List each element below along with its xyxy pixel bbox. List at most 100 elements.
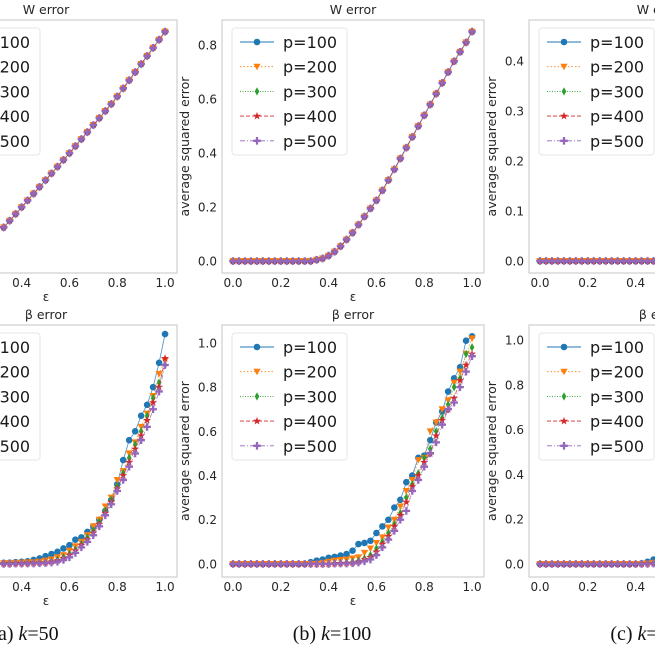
data-point bbox=[54, 548, 61, 556]
data-point bbox=[402, 507, 411, 515]
legend-entry: p=500 bbox=[0, 437, 30, 456]
data-point bbox=[354, 220, 363, 229]
data-point bbox=[83, 128, 92, 136]
data-point bbox=[161, 27, 169, 36]
legend-entry: p=200 bbox=[240, 363, 337, 382]
series-p=500 bbox=[0, 27, 169, 232]
caption-variable: k bbox=[638, 623, 648, 645]
data-point bbox=[60, 545, 67, 552]
x-tick-label: 0.6 bbox=[367, 580, 386, 594]
legend-marker bbox=[254, 392, 260, 401]
x-tick-label: 0.8 bbox=[415, 276, 434, 290]
data-point bbox=[444, 405, 452, 414]
data-point bbox=[462, 367, 470, 376]
y-tick-label: 1.0 bbox=[505, 334, 524, 348]
data-point bbox=[125, 462, 133, 471]
data-point bbox=[161, 354, 170, 362]
data-point bbox=[451, 382, 457, 392]
data-point bbox=[131, 428, 139, 435]
data-point bbox=[343, 550, 350, 558]
data-point bbox=[143, 52, 151, 60]
legend-entry: p=400 bbox=[240, 107, 337, 126]
y-tick-label: 0.6 bbox=[505, 423, 524, 437]
legend-marker bbox=[561, 392, 567, 401]
series-p=500 bbox=[229, 352, 476, 568]
data-point bbox=[438, 406, 446, 413]
data-point bbox=[161, 330, 169, 338]
data-point bbox=[450, 393, 459, 402]
legend-entry: p=400 bbox=[547, 412, 644, 431]
data-point bbox=[366, 555, 375, 564]
legend-box bbox=[231, 27, 348, 156]
data-point bbox=[137, 436, 145, 444]
plot-area bbox=[0, 330, 170, 568]
caption-label: (c) bbox=[610, 623, 637, 645]
x-tick-label: 0.4 bbox=[12, 276, 31, 290]
x-tick-label: 0.8 bbox=[108, 580, 127, 594]
data-point bbox=[384, 524, 392, 532]
data-point bbox=[330, 247, 339, 256]
legend-marker bbox=[560, 442, 568, 450]
data-point bbox=[17, 203, 26, 211]
y-tick-label: 0.4 bbox=[198, 469, 217, 483]
x-tick-label: 0.2 bbox=[578, 580, 597, 594]
x-tick-label: 0.6 bbox=[60, 276, 79, 290]
data-point bbox=[408, 487, 417, 495]
data-point bbox=[355, 540, 362, 548]
legend-marker bbox=[560, 38, 568, 46]
data-point bbox=[391, 504, 398, 511]
y-tick-label: 0.4 bbox=[198, 147, 217, 161]
legend-marker bbox=[560, 343, 568, 351]
data-point bbox=[35, 183, 44, 191]
x-tick-label: 0.6 bbox=[60, 580, 79, 594]
y-tick-label: 0.0 bbox=[198, 557, 217, 571]
x-tick-label: 0.8 bbox=[108, 276, 127, 290]
x-tick-label: 0.0 bbox=[223, 580, 242, 594]
data-point bbox=[113, 476, 121, 484]
data-point bbox=[378, 186, 387, 195]
data-point bbox=[101, 107, 110, 115]
data-point bbox=[342, 235, 351, 244]
legend-label: p=400 bbox=[0, 107, 30, 126]
data-point bbox=[312, 255, 321, 264]
legend-entry: p=300 bbox=[240, 82, 337, 101]
data-point bbox=[137, 60, 145, 68]
legend-box bbox=[538, 332, 655, 461]
subplot-title: W error bbox=[637, 2, 655, 17]
data-point bbox=[403, 478, 410, 486]
data-point bbox=[101, 511, 110, 520]
x-tick-label: 0.2 bbox=[578, 276, 597, 290]
legend-label: p=200 bbox=[590, 363, 644, 382]
subplot-3: W error 0.0 0.2 0.4 0.0 0.1 0.2 0.3 0.4 average s… bbox=[484, 2, 655, 290]
data-point bbox=[432, 419, 440, 427]
data-point bbox=[390, 165, 399, 174]
series-p=500 bbox=[536, 559, 655, 568]
legend-label: p=500 bbox=[590, 132, 644, 151]
data-point bbox=[95, 522, 104, 531]
data-point bbox=[131, 449, 139, 458]
subplot-title: W error bbox=[23, 2, 70, 17]
legend-label: p=300 bbox=[0, 82, 30, 101]
x-tick-label: 0.0 bbox=[223, 276, 242, 290]
data-point bbox=[414, 476, 423, 484]
data-point bbox=[649, 257, 655, 265]
data-point bbox=[132, 440, 138, 449]
data-point bbox=[149, 383, 157, 391]
legend-label: p=300 bbox=[590, 82, 644, 101]
data-point bbox=[450, 398, 458, 407]
data-point bbox=[432, 438, 440, 447]
x-tick-label: 1.0 bbox=[463, 276, 482, 290]
data-point bbox=[149, 398, 158, 406]
data-point bbox=[29, 189, 38, 198]
plot-area bbox=[536, 256, 655, 266]
legend-label: p=200 bbox=[0, 58, 30, 77]
y-tick-label: 0.3 bbox=[505, 105, 524, 119]
data-point bbox=[373, 529, 380, 537]
x-axis-label: ε bbox=[350, 594, 357, 608]
data-point bbox=[119, 471, 128, 479]
data-point bbox=[421, 453, 427, 463]
legend-marker bbox=[253, 111, 261, 120]
legend-label: p=200 bbox=[283, 58, 337, 77]
legend-marker bbox=[253, 343, 261, 351]
